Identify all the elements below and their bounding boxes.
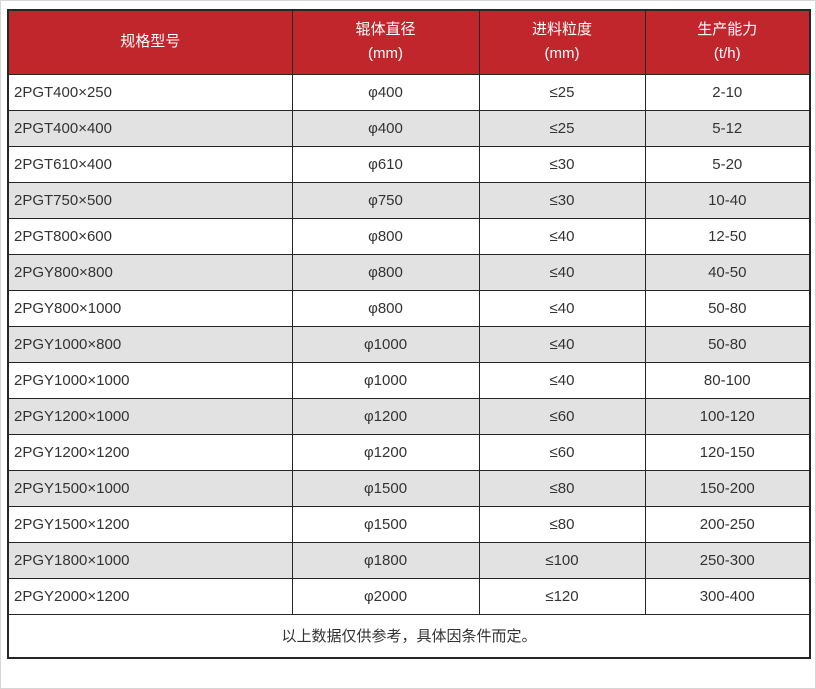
header-roller-diameter-unit: (mm) (368, 45, 403, 63)
table-footer: 以上数据仅供参考，具体因条件而定。 (7, 613, 811, 659)
diameter-cell: φ800 (291, 217, 480, 255)
diameter-cell: φ800 (291, 289, 480, 327)
feed-size-cell: ≤40 (478, 217, 646, 255)
model-cell: 2PGY1200×1200 (7, 433, 293, 471)
diameter-cell: φ1800 (291, 541, 480, 579)
model-cell: 2PGT400×400 (7, 109, 293, 147)
capacity-cell: 10-40 (644, 181, 811, 219)
feed-size-cell: ≤30 (478, 181, 646, 219)
table-row: 2PGT610×400 φ610 ≤30 5-20 (7, 145, 811, 183)
diameter-cell: φ400 (291, 109, 480, 147)
spec-table: 规格型号 辊体直径 (mm) 进料粒度 (mm) 生产能力 (t/h) 2PGT… (7, 9, 811, 659)
model-cell: 2PGY800×1000 (7, 289, 293, 327)
header-capacity: 生产能力 (t/h) (644, 9, 811, 75)
capacity-cell: 100-120 (644, 397, 811, 435)
feed-size-cell: ≤60 (478, 397, 646, 435)
header-row: 规格型号 辊体直径 (mm) 进料粒度 (mm) 生产能力 (t/h) (7, 9, 811, 75)
feed-size-cell: ≤30 (478, 145, 646, 183)
model-cell: 2PGY2000×1200 (7, 577, 293, 615)
capacity-cell: 40-50 (644, 253, 811, 291)
capacity-cell: 120-150 (644, 433, 811, 471)
table-row: 2PGY1800×1000 φ1800 ≤100 250-300 (7, 541, 811, 579)
header-feed-size-title: 进料粒度 (531, 21, 592, 39)
model-cell: 2PGT750×500 (7, 181, 293, 219)
feed-size-cell: ≤25 (478, 109, 646, 147)
table-header: 规格型号 辊体直径 (mm) 进料粒度 (mm) 生产能力 (t/h) (7, 9, 811, 75)
header-model-title: 规格型号 (120, 33, 181, 51)
capacity-cell: 250-300 (644, 541, 811, 579)
diameter-cell: φ1000 (291, 361, 480, 399)
diameter-cell: φ1200 (291, 397, 480, 435)
feed-size-cell: ≤25 (478, 73, 646, 111)
table-body: 2PGT400×250 φ400 ≤25 2-10 2PGT400×400 φ4… (7, 73, 811, 615)
feed-size-cell: ≤80 (478, 505, 646, 543)
feed-size-cell: ≤100 (478, 541, 646, 579)
header-feed-size: 进料粒度 (mm) (478, 9, 646, 75)
diameter-cell: φ610 (291, 145, 480, 183)
capacity-cell: 5-12 (644, 109, 811, 147)
feed-size-cell: ≤60 (478, 433, 646, 471)
model-cell: 2PGY1000×800 (7, 325, 293, 363)
diameter-cell: φ1000 (291, 325, 480, 363)
model-cell: 2PGY1500×1200 (7, 505, 293, 543)
table-row: 2PGY1000×800 φ1000 ≤40 50-80 (7, 325, 811, 363)
header-capacity-title: 生产能力 (697, 21, 758, 39)
diameter-cell: φ2000 (291, 577, 480, 615)
model-cell: 2PGT610×400 (7, 145, 293, 183)
capacity-cell: 5-20 (644, 145, 811, 183)
feed-size-cell: ≤40 (478, 289, 646, 327)
diameter-cell: φ1500 (291, 469, 480, 507)
table-row: 2PGT400×400 φ400 ≤25 5-12 (7, 109, 811, 147)
table-row: 2PGT800×600 φ800 ≤40 12-50 (7, 217, 811, 255)
model-cell: 2PGY1800×1000 (7, 541, 293, 579)
table-row: 2PGY2000×1200 φ2000 ≤120 300-400 (7, 577, 811, 615)
table-row: 2PGT750×500 φ750 ≤30 10-40 (7, 181, 811, 219)
feed-size-cell: ≤40 (478, 253, 646, 291)
header-model: 规格型号 (7, 9, 293, 75)
model-cell: 2PGY1500×1000 (7, 469, 293, 507)
table-row: 2PGY1500×1000 φ1500 ≤80 150-200 (7, 469, 811, 507)
capacity-cell: 50-80 (644, 325, 811, 363)
table-row: 2PGY1000×1000 φ1000 ≤40 80-100 (7, 361, 811, 399)
capacity-cell: 300-400 (644, 577, 811, 615)
table-row: 2PGY800×800 φ800 ≤40 40-50 (7, 253, 811, 291)
capacity-cell: 150-200 (644, 469, 811, 507)
feed-size-cell: ≤40 (478, 325, 646, 363)
model-cell: 2PGY1000×1000 (7, 361, 293, 399)
feed-size-cell: ≤80 (478, 469, 646, 507)
table-row: 2PGY1200×1200 φ1200 ≤60 120-150 (7, 433, 811, 471)
model-cell: 2PGY1200×1000 (7, 397, 293, 435)
footnote-row: 以上数据仅供参考，具体因条件而定。 (7, 613, 811, 659)
table-row: 2PGY800×1000 φ800 ≤40 50-80 (7, 289, 811, 327)
header-roller-diameter: 辊体直径 (mm) (291, 9, 480, 75)
feed-size-cell: ≤120 (478, 577, 646, 615)
table-row: 2PGY1200×1000 φ1200 ≤60 100-120 (7, 397, 811, 435)
table-row: 2PGY1500×1200 φ1500 ≤80 200-250 (7, 505, 811, 543)
capacity-cell: 80-100 (644, 361, 811, 399)
header-capacity-unit: (t/h) (713, 45, 741, 63)
capacity-cell: 200-250 (644, 505, 811, 543)
diameter-cell: φ750 (291, 181, 480, 219)
diameter-cell: φ800 (291, 253, 480, 291)
diameter-cell: φ1500 (291, 505, 480, 543)
diameter-cell: φ400 (291, 73, 480, 111)
capacity-cell: 2-10 (644, 73, 811, 111)
header-roller-diameter-title: 辊体直径 (355, 21, 416, 39)
model-cell: 2PGT800×600 (7, 217, 293, 255)
header-feed-size-unit: (mm) (544, 45, 580, 63)
diameter-cell: φ1200 (291, 433, 480, 471)
table-row: 2PGT400×250 φ400 ≤25 2-10 (7, 73, 811, 111)
feed-size-cell: ≤40 (478, 361, 646, 399)
capacity-cell: 12-50 (644, 217, 811, 255)
footnote-text: 以上数据仅供参考，具体因条件而定。 (7, 613, 811, 659)
model-cell: 2PGT400×250 (7, 73, 293, 111)
capacity-cell: 50-80 (644, 289, 811, 327)
model-cell: 2PGY800×800 (7, 253, 293, 291)
